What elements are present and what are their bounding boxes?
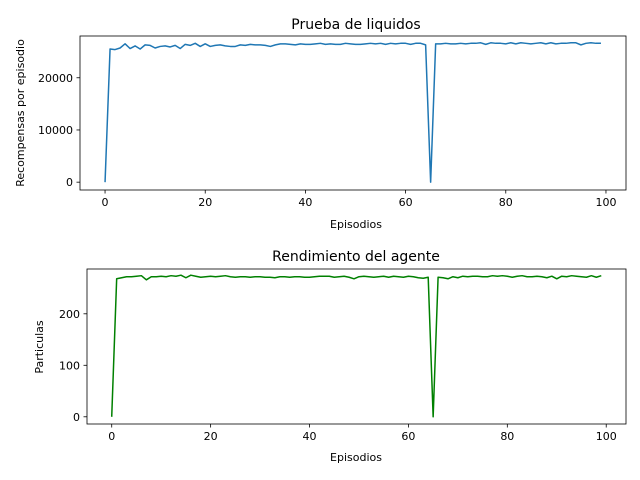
top-x-axis-label: Episodios bbox=[330, 218, 382, 231]
top-x-tick-label: 20 bbox=[198, 196, 212, 209]
bottom-series-group bbox=[110, 274, 602, 418]
bottom-y-tick-label: 0 bbox=[73, 411, 80, 424]
bottom-axes-frame bbox=[86, 268, 627, 425]
top-series-group bbox=[104, 42, 601, 183]
bottom-y-axis-label: Particulas bbox=[33, 320, 46, 374]
top-series-line-0 bbox=[104, 42, 601, 183]
bottom-x-tick-label: 100 bbox=[596, 430, 617, 443]
bottom-tick-group: 0 20 40 60 80 100 0 100 200 bbox=[59, 308, 617, 443]
bottom-series-line-0 bbox=[110, 274, 602, 418]
bottom-panel: Rendimiento del agente Episodios Particu… bbox=[33, 249, 627, 464]
bottom-y-tick-label: 100 bbox=[59, 359, 80, 372]
top-x-tick-label: 60 bbox=[399, 196, 413, 209]
top-tick-group: 0 20 40 60 80 100 0 10000 20000 bbox=[38, 72, 616, 209]
top-axes-frame bbox=[79, 35, 627, 191]
top-x-tick-label: 40 bbox=[298, 196, 312, 209]
top-x-tick-label: 0 bbox=[102, 196, 109, 209]
top-y-tick-label: 20000 bbox=[38, 72, 73, 85]
bottom-y-tick-label: 200 bbox=[59, 308, 80, 321]
bottom-x-axis-label: Episodios bbox=[330, 451, 382, 464]
top-x-tick-label: 100 bbox=[595, 196, 616, 209]
bottom-x-tick-label: 80 bbox=[500, 430, 514, 443]
top-y-axis-label: Recompensas por episodio bbox=[14, 39, 27, 187]
top-x-tick-label: 80 bbox=[499, 196, 513, 209]
bottom-x-tick-label: 60 bbox=[401, 430, 415, 443]
bottom-x-tick-label: 40 bbox=[303, 430, 317, 443]
top-y-tick-label: 0 bbox=[66, 176, 73, 189]
bottom-x-tick-label: 20 bbox=[204, 430, 218, 443]
top-panel: Prueba de liquidos Episodios Recompensas… bbox=[14, 17, 627, 231]
bottom-x-tick-label: 0 bbox=[108, 430, 115, 443]
bottom-chart-title: Rendimiento del agente bbox=[272, 249, 440, 265]
top-y-tick-label: 10000 bbox=[38, 124, 73, 137]
top-chart-title: Prueba de liquidos bbox=[291, 17, 420, 33]
